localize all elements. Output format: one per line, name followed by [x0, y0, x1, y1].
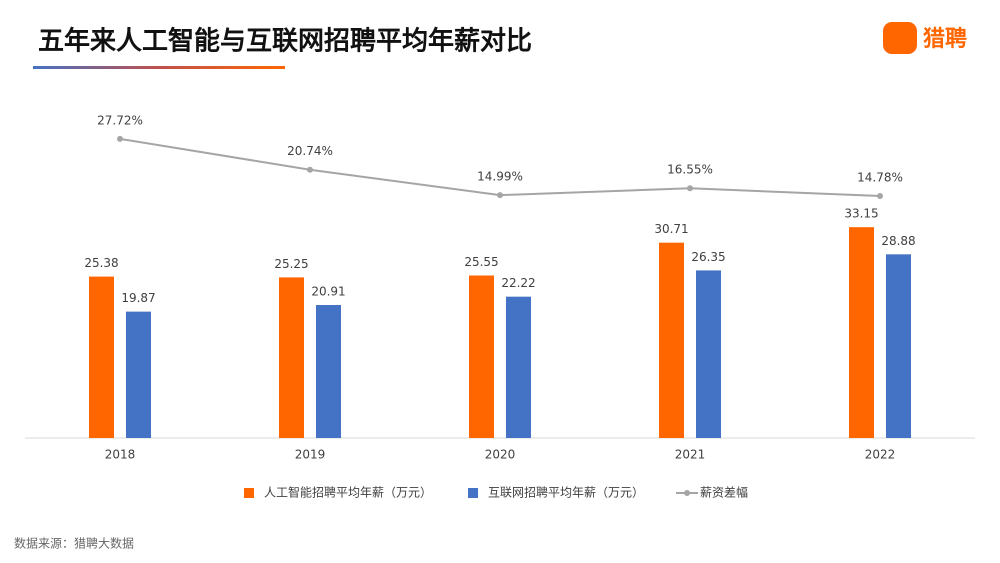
x-tick-label: 2022 — [865, 448, 896, 462]
logo-icon — [883, 22, 917, 54]
value-label: 25.25 — [274, 257, 308, 271]
value-label: 27.72% — [97, 113, 143, 127]
line-point — [497, 192, 503, 199]
title-underline — [33, 66, 285, 69]
value-label: 26.35 — [691, 250, 725, 264]
bar — [316, 305, 341, 438]
legend-swatch — [244, 488, 254, 498]
x-tick-label: 2018 — [105, 448, 136, 462]
bar — [886, 254, 911, 438]
line-point — [307, 166, 313, 173]
value-label: 25.55 — [464, 255, 498, 269]
x-tick-label: 2021 — [675, 448, 706, 462]
bar — [659, 242, 684, 438]
legend-swatch — [468, 488, 479, 498]
bar — [89, 276, 114, 438]
value-label: 19.87 — [121, 291, 155, 305]
line-point — [877, 193, 883, 200]
brand: 猎聘 — [923, 27, 967, 52]
legend-swatch — [684, 490, 691, 496]
bar — [469, 275, 494, 438]
line-point — [117, 135, 123, 142]
x-tick-label: 2020 — [485, 448, 516, 462]
chart-title: 五年来人工智能与互联网招聘平均年薪对比 — [38, 26, 532, 57]
value-label: 25.38 — [84, 256, 118, 270]
legend-label: 薪资差幅 — [700, 485, 748, 500]
value-label: 14.78% — [857, 171, 903, 185]
value-label: 22.22 — [501, 276, 535, 290]
value-label: 20.91 — [311, 285, 345, 299]
legend-label: 互联网招聘平均年薪（万元） — [488, 486, 644, 500]
value-label: 14.99% — [477, 170, 523, 184]
value-label: 16.55% — [667, 163, 713, 177]
legend: 人工智能招聘平均年薪（万元） 互联网招聘平均年薪（万元） 薪资差幅 — [244, 485, 748, 500]
legend-label: 人工智能招聘平均年薪（万元） — [264, 485, 432, 500]
value-label: 33.15 — [844, 207, 878, 221]
bar — [279, 277, 304, 438]
bar — [506, 296, 531, 438]
line-point — [687, 185, 693, 192]
x-tick-label: 2019 — [295, 448, 326, 462]
bar — [696, 270, 721, 438]
value-label: 28.88 — [881, 234, 915, 248]
bar — [126, 311, 151, 438]
bar — [849, 227, 874, 438]
source: 数据来源：猎聘大数据 — [14, 536, 134, 551]
value-label: 30.71 — [654, 222, 688, 236]
value-label: 20.74% — [287, 144, 333, 158]
line — [119, 137, 881, 198]
